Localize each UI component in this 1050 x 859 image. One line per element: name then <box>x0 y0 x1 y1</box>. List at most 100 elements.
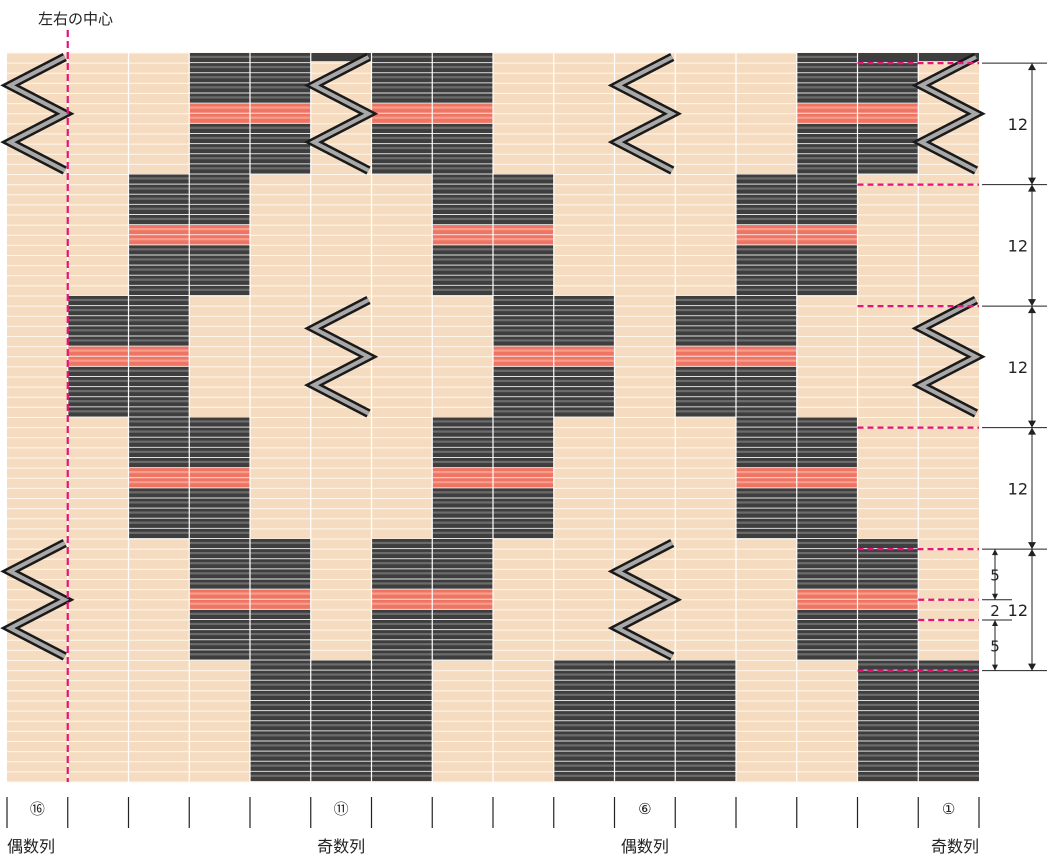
column-parity-label: 偶数列 <box>621 837 669 856</box>
thread-gap <box>250 619 311 620</box>
thread-highlight <box>857 136 919 140</box>
black-block-upper <box>128 174 190 226</box>
thread-gap <box>189 457 250 458</box>
thread-gap <box>432 639 493 641</box>
thread-gap <box>432 254 493 256</box>
solid-black-block <box>614 660 676 782</box>
thread-gap <box>250 143 311 145</box>
black-block-upper <box>493 174 554 226</box>
thread-highlight <box>796 481 858 484</box>
solid-black-block <box>310 660 372 782</box>
thread-gap <box>796 467 858 469</box>
thread-gap <box>614 710 676 712</box>
arrow-head-down <box>992 664 998 671</box>
thread-highlight <box>432 167 493 170</box>
thread-gap <box>128 376 190 377</box>
thread-highlight <box>128 177 190 180</box>
thread-gap <box>371 133 433 134</box>
thread-gap <box>371 82 433 84</box>
thread-highlight <box>796 86 858 89</box>
thread-gap <box>189 72 250 74</box>
zigzag-thread <box>607 53 683 175</box>
thread-gap <box>310 750 372 752</box>
thread-highlight <box>432 481 493 484</box>
thread-highlight <box>553 703 615 707</box>
dim-sublabel: 5 <box>990 637 1000 655</box>
thread-gap <box>553 679 615 681</box>
red-center-stripe <box>493 468 554 489</box>
thread-highlight <box>796 440 858 443</box>
thread-gap <box>67 345 129 347</box>
thread-highlight <box>250 86 311 89</box>
thread-highlight <box>857 663 919 666</box>
thread-gap <box>250 558 311 560</box>
thread-highlight <box>432 460 493 464</box>
thread-gap <box>67 325 129 327</box>
thread-gap <box>432 436 493 438</box>
thread-gap <box>432 608 493 610</box>
black-block-lower <box>857 123 919 175</box>
thread-gap <box>796 527 858 529</box>
thread-highlight <box>371 612 433 615</box>
thread-highlight <box>128 278 190 281</box>
thread-highlight <box>432 450 493 453</box>
thread-gap <box>432 214 493 215</box>
thread-highlight <box>675 754 736 757</box>
thread-highlight <box>310 673 372 676</box>
thread-gap <box>250 92 311 94</box>
thread-highlight <box>128 430 190 433</box>
thread-highlight <box>371 592 433 595</box>
thread-gap <box>371 649 433 651</box>
thread-highlight <box>675 308 736 312</box>
thread-gap <box>796 629 858 631</box>
thread-highlight <box>857 602 919 605</box>
thread-gap <box>736 264 797 266</box>
thread-highlight <box>432 268 493 271</box>
thread-highlight <box>432 76 493 79</box>
thread-gap <box>493 295 554 296</box>
thread-highlight <box>493 359 554 362</box>
thread-gap <box>310 770 372 772</box>
thread-gap <box>189 122 250 124</box>
thread-gap <box>918 740 979 742</box>
thread-gap <box>310 730 372 732</box>
black-block-upper <box>857 539 919 590</box>
thread-highlight <box>371 541 433 545</box>
thread-gap <box>128 426 190 428</box>
thread-highlight <box>250 136 311 140</box>
black-block-upper <box>250 53 311 104</box>
thread-gap <box>796 497 858 499</box>
thread-highlight <box>189 501 250 504</box>
thread-gap <box>796 112 858 114</box>
thread-gap <box>432 527 493 529</box>
thread-gap <box>432 477 493 479</box>
thread-gap <box>675 669 736 671</box>
thread-gap <box>250 102 311 104</box>
thread-highlight <box>189 268 250 271</box>
thread-gap <box>736 254 797 256</box>
thread-gap <box>493 355 554 357</box>
thread-highlight <box>189 531 250 534</box>
thread-highlight <box>493 207 554 210</box>
thread-gap <box>796 284 858 286</box>
thread-gap <box>189 639 250 641</box>
red-center-stripe <box>128 468 190 489</box>
dim-label-12: 12 <box>1008 358 1028 377</box>
thread-highlight <box>189 562 250 565</box>
thread-gap <box>493 497 554 499</box>
thread-gap <box>432 659 493 661</box>
thread-highlight <box>371 663 433 666</box>
thread-highlight <box>67 400 129 403</box>
arrow-head-up <box>1028 63 1036 71</box>
thread-gap <box>553 730 615 732</box>
thread-gap <box>189 82 250 84</box>
thread-gap <box>432 183 493 185</box>
thread-highlight <box>371 106 433 109</box>
thread-gap <box>857 700 919 701</box>
red-center-stripe <box>250 103 311 124</box>
column-index-bar: ⑯ ⑪ ⑥ ① 偶数列 奇数列 偶数列 奇数列 <box>6 797 980 856</box>
thread-highlight <box>493 440 554 443</box>
thread-highlight <box>736 278 797 281</box>
thread-highlight <box>189 622 250 626</box>
thread-gap <box>128 295 190 296</box>
